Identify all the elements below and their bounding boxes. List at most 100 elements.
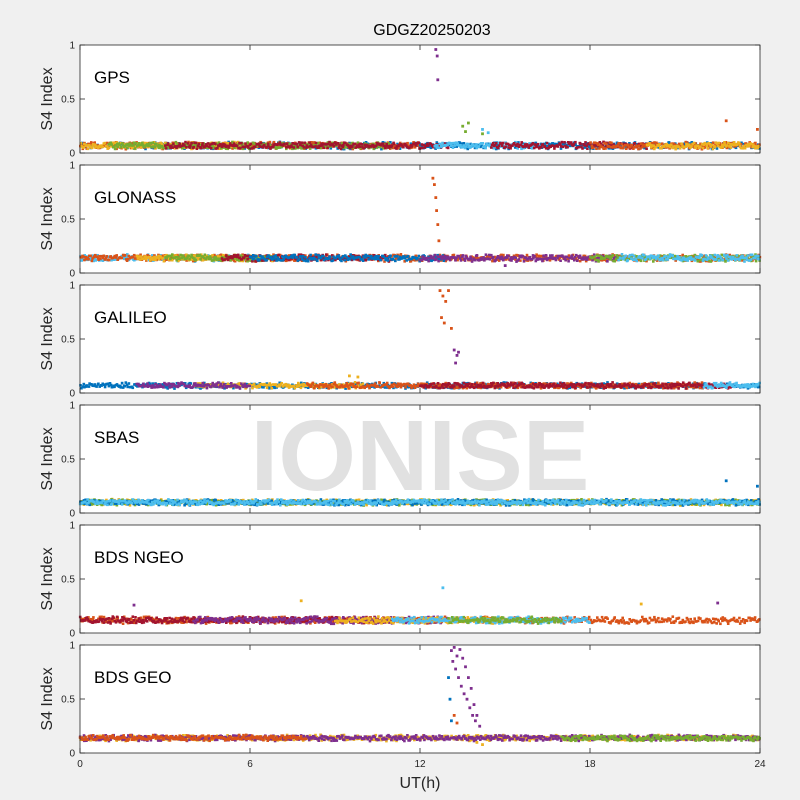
data-point	[161, 257, 164, 260]
data-point	[598, 254, 601, 257]
data-point	[167, 256, 170, 260]
data-point	[173, 387, 176, 390]
data-point	[716, 144, 720, 148]
data-point	[219, 253, 223, 257]
data-point	[191, 259, 195, 263]
data-point	[584, 259, 588, 263]
data-point	[468, 146, 472, 149]
data-point	[341, 145, 345, 149]
data-point	[372, 147, 376, 151]
data-point	[591, 146, 595, 150]
data-point	[104, 256, 108, 260]
data-point	[290, 145, 294, 149]
data-point	[322, 146, 325, 150]
data-point	[137, 255, 141, 258]
data-point	[540, 255, 544, 258]
data-point	[197, 257, 201, 261]
data-point	[483, 257, 487, 261]
data-point	[519, 259, 522, 262]
data-point	[257, 142, 261, 146]
data-point	[470, 260, 474, 263]
data-point	[152, 143, 155, 147]
data-point	[429, 254, 433, 258]
data-point	[217, 141, 221, 144]
data-point	[344, 141, 347, 145]
data-point	[385, 257, 389, 260]
data-point	[145, 143, 149, 146]
data-point	[299, 255, 303, 258]
data-point	[450, 141, 454, 145]
data-point	[632, 255, 636, 258]
data-point	[713, 253, 717, 257]
data-point	[382, 381, 386, 385]
data-point	[419, 258, 422, 262]
data-point	[294, 147, 297, 150]
data-point	[109, 141, 112, 144]
data-point	[529, 257, 532, 261]
data-point	[281, 144, 285, 147]
spike-point	[431, 176, 435, 180]
data-point	[320, 144, 324, 147]
data-point	[644, 145, 647, 148]
data-point	[273, 257, 276, 260]
data-point	[426, 144, 430, 147]
data-point	[436, 255, 439, 258]
data-point	[514, 146, 517, 149]
data-point	[301, 146, 304, 150]
data-point	[553, 142, 557, 146]
data-point	[580, 145, 583, 149]
data-point	[419, 256, 422, 259]
data-point	[475, 143, 478, 146]
spike-point	[481, 128, 484, 131]
data-point	[108, 142, 111, 146]
data-point	[557, 258, 561, 261]
data-point	[129, 142, 132, 145]
data-point	[609, 258, 612, 261]
data-point	[301, 144, 304, 148]
data-point	[83, 258, 86, 262]
data-point	[713, 258, 716, 261]
data-point	[383, 142, 387, 146]
data-point	[169, 146, 172, 150]
data-point	[225, 144, 229, 148]
data-point	[235, 254, 238, 257]
data-point	[746, 387, 750, 390]
data-point	[425, 381, 429, 384]
data-point	[387, 144, 390, 148]
data-point	[220, 145, 224, 148]
data-point	[500, 144, 504, 148]
data-point	[166, 146, 169, 149]
data-point	[417, 254, 421, 258]
data-point	[524, 145, 528, 148]
data-point	[732, 141, 736, 144]
data-point	[590, 385, 594, 389]
data-point	[127, 254, 131, 258]
data-point	[446, 255, 450, 259]
data-point	[477, 257, 480, 260]
data-point	[354, 146, 357, 149]
data-point	[232, 144, 235, 148]
data-point	[730, 258, 734, 261]
data-point	[222, 142, 225, 146]
data-point	[118, 143, 121, 146]
data-point	[710, 143, 713, 147]
data-point	[505, 256, 509, 259]
data-point	[399, 255, 402, 259]
data-point	[693, 253, 697, 257]
data-point	[354, 383, 357, 386]
data-point	[403, 142, 407, 146]
data-point	[235, 144, 239, 148]
data-point	[751, 143, 755, 146]
data-point	[743, 256, 747, 260]
data-point	[302, 146, 306, 149]
data-point	[590, 144, 594, 148]
data-point	[728, 253, 732, 257]
data-point	[256, 144, 260, 148]
data-point	[602, 147, 605, 150]
data-point	[713, 145, 717, 149]
data-point	[593, 255, 596, 258]
data-point	[705, 142, 708, 146]
data-point	[459, 254, 463, 257]
data-point	[433, 253, 437, 257]
